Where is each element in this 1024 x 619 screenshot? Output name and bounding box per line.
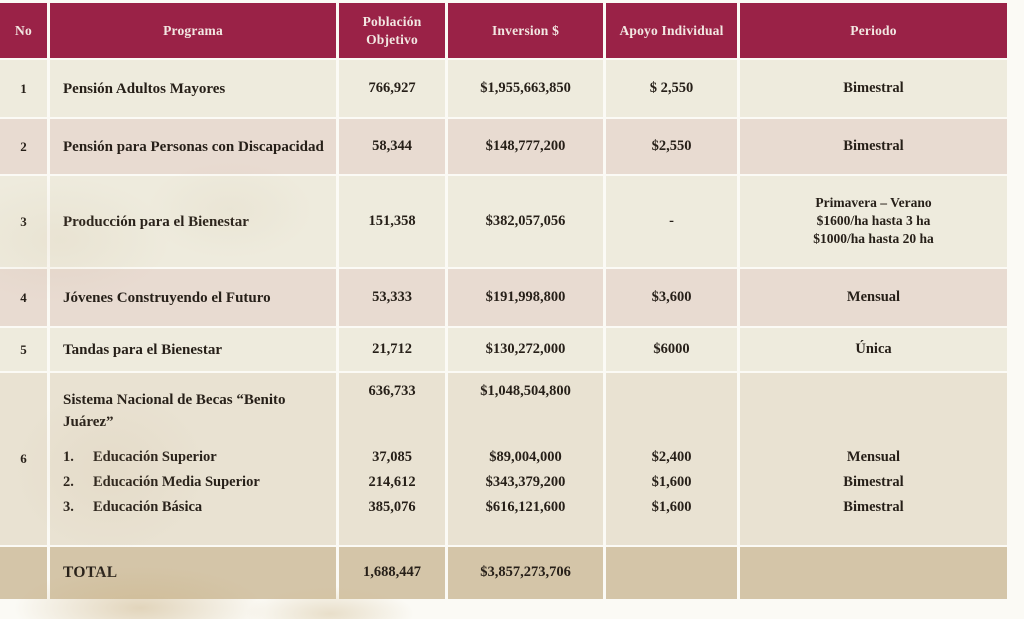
table-row: 5 Tandas para el Bienestar 21,712 $130,2… (0, 328, 1007, 371)
subitem-poblacion: 37,085 (372, 449, 412, 465)
cell-no: 3 (0, 176, 47, 267)
cell-inversion: $1,955,663,850 (448, 60, 603, 117)
cell-periodo: Primavera – Verano $1600/ha hasta 3 ha $… (740, 176, 1007, 267)
subitem-inversion: $616,121,600 (485, 499, 566, 515)
cell-programa: Jóvenes Construyendo el Futuro (50, 269, 336, 326)
col-header-poblacion: Población Objetivo (339, 3, 445, 58)
cell-apoyo: - (606, 176, 737, 267)
total-periodo-empty (740, 547, 1007, 599)
periodo-line: $1600/ha hasta 3 ha (816, 213, 931, 229)
col-header-apoyo: Apoyo Individual (606, 3, 737, 58)
cell-apoyo: $2,400 $1,600 $1,600 (606, 373, 737, 545)
total-apoyo-empty (606, 547, 737, 599)
cell-apoyo: $2,550 (606, 119, 737, 174)
cell-inversion: $382,057,056 (448, 176, 603, 267)
cell-inversion: $191,998,800 (448, 269, 603, 326)
group-inversion-total: $1,048,504,800 (480, 383, 571, 399)
cell-poblacion: 766,927 (339, 60, 445, 117)
cell-periodo: Mensual (740, 269, 1007, 326)
cell-no: 6 (0, 373, 47, 545)
cell-periodo: Bimestral (740, 60, 1007, 117)
subitem-inversion: $343,379,200 (485, 474, 566, 490)
cell-no: 1 (0, 60, 47, 117)
cell-apoyo: $6000 (606, 328, 737, 371)
cell-programa: Tandas para el Bienestar (50, 328, 336, 371)
subitem-number: 1. (63, 449, 74, 465)
subitem-poblacion: 385,076 (368, 499, 416, 515)
cell-apoyo: $ 2,550 (606, 60, 737, 117)
subitem-label: Educación Básica (93, 499, 203, 515)
cell-programa: Pensión Adultos Mayores (50, 60, 336, 117)
cell-no: 5 (0, 328, 47, 371)
group-poblacion-total: 636,733 (368, 383, 416, 399)
total-poblacion: 1,688,447 (339, 547, 445, 599)
cell-programa: Sistema Nacional de Becas “Benito Juárez… (50, 373, 336, 545)
program-subitem: 1. Educación Superior (63, 445, 260, 470)
subitem-periodo: Mensual (846, 449, 901, 465)
table-row: 2 Pensión para Personas con Discapacidad… (0, 119, 1007, 174)
subitem-label: Educación Media Superior (93, 474, 260, 490)
cell-periodo: Bimestral (740, 119, 1007, 174)
col-header-programa: Programa (50, 3, 336, 58)
table-header-row: No Programa Población Objetivo Inversion… (0, 3, 1007, 58)
cell-no: 2 (0, 119, 47, 174)
subitem-label: Educación Superior (93, 449, 217, 465)
periodo-multiline: Primavera – Verano $1600/ha hasta 3 ha $… (813, 195, 933, 248)
table-row: 3 Producción para el Bienestar 151,358 $… (0, 176, 1007, 267)
table-total-row: TOTAL 1,688,447 $3,857,273,706 (0, 547, 1007, 599)
cell-inversion: $148,777,200 (448, 119, 603, 174)
cell-inversion: $1,048,504,800 $89,004,000 $343,379,200 … (448, 373, 603, 545)
subitem-poblacion: 214,612 (368, 474, 416, 490)
subitem-inversion: $89,004,000 (489, 449, 562, 465)
total-inversion: $3,857,273,706 (448, 547, 603, 599)
subitem-number: 3. (63, 499, 74, 515)
cell-no: 4 (0, 269, 47, 326)
table-row: 1 Pensión Adultos Mayores 766,927 $1,955… (0, 60, 1007, 117)
subitem-apoyo: $2,400 (651, 449, 692, 465)
subitem-periodo: Bimestral (843, 474, 904, 490)
cell-programa: Producción para el Bienestar (50, 176, 336, 267)
subitem-periodo: Bimestral (843, 499, 904, 515)
programs-table: No Programa Población Objetivo Inversion… (0, 3, 1007, 599)
cell-inversion: $130,272,000 (448, 328, 603, 371)
col-header-no: No (0, 3, 47, 58)
program-subitems: 1. Educación Superior 2. Educación Media… (63, 445, 260, 520)
cell-poblacion: 21,712 (339, 328, 445, 371)
cell-periodo: Única (740, 328, 1007, 371)
cell-apoyo: $3,600 (606, 269, 737, 326)
periodo-line: $1000/ha hasta 20 ha (813, 230, 934, 246)
col-header-periodo: Periodo (740, 3, 1007, 58)
subitem-apoyo: $1,600 (651, 499, 692, 515)
subitem-number: 2. (63, 474, 74, 490)
cell-poblacion: 58,344 (339, 119, 445, 174)
program-subitem: 3. Educación Básica (63, 495, 260, 520)
program-group-title: Sistema Nacional de Becas “Benito Juárez… (63, 392, 286, 430)
cell-poblacion: 636,733 37,085 214,612 385,076 (339, 373, 445, 545)
cell-programa: Pensión para Personas con Discapacidad (50, 119, 336, 174)
cell-periodo: Mensual Bimestral Bimestral (740, 373, 1007, 545)
cell-poblacion: 151,358 (339, 176, 445, 267)
table-row: 4 Jóvenes Construyendo el Futuro 53,333 … (0, 269, 1007, 326)
cell-no-empty (0, 547, 47, 599)
periodo-line: Primavera – Verano (815, 195, 932, 211)
col-header-inversion: Inversion $ (448, 3, 603, 58)
total-label: TOTAL (50, 547, 336, 599)
cell-poblacion: 53,333 (339, 269, 445, 326)
program-subitem: 2. Educación Media Superior (63, 470, 260, 495)
subitem-apoyo: $1,600 (651, 474, 692, 490)
table-row-grouped: 6 Sistema Nacional de Becas “Benito Juár… (0, 373, 1007, 545)
